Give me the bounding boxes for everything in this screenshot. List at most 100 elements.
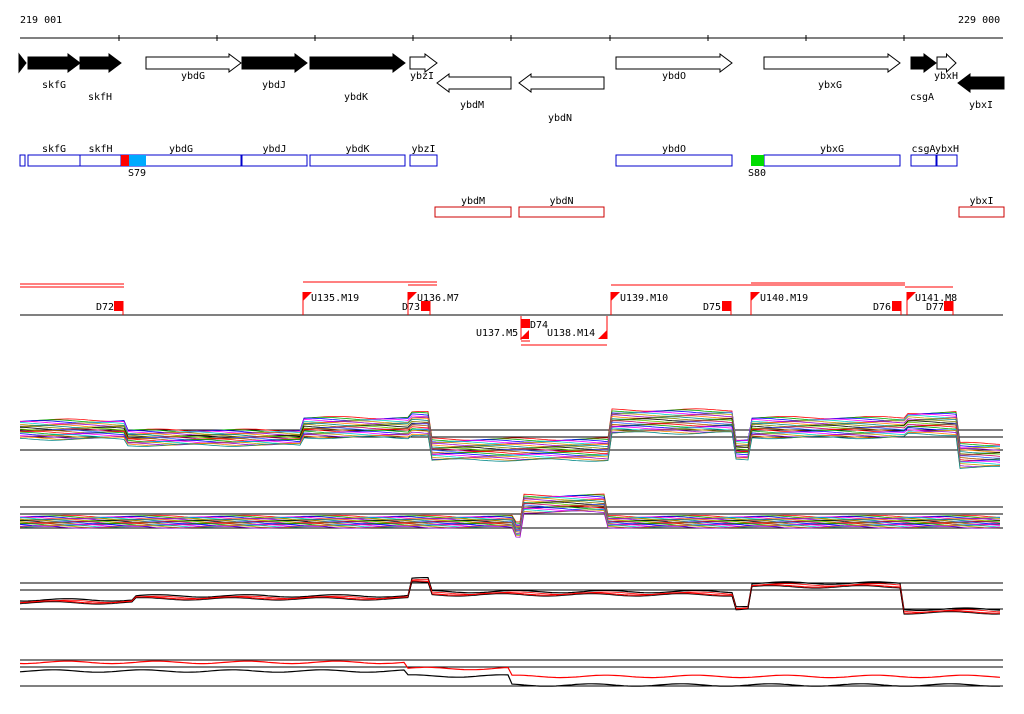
expression-panel-4 [19, 659, 1003, 687]
gene-arrow-label: ybdG [181, 71, 205, 82]
feature-label: D72 [96, 302, 114, 313]
gene-arrow-label: skfG [42, 80, 66, 91]
profile-trace [19, 669, 1001, 687]
plus-box-label: ybdO [662, 144, 686, 155]
gene-arrow-partial [18, 52, 27, 74]
gene-arrow-skfH [79, 53, 122, 73]
feature-box-D74 [521, 319, 530, 328]
plus-box-partial [19, 154, 26, 167]
plus-box-skfG [27, 154, 81, 167]
plus-box-label: ybzI [411, 144, 435, 155]
gene-arrow-ybxH [936, 52, 957, 74]
plus-box-ybdK [309, 154, 406, 167]
plus-box-label: skfH [88, 144, 112, 155]
profile-trace [20, 579, 1001, 613]
ruler-end-label: 229 000 [958, 15, 1000, 26]
feature-box-D76 [892, 301, 901, 311]
profile-trace [19, 577, 1001, 611]
profile-trace [19, 431, 1001, 469]
feature-label: D74 [530, 320, 548, 331]
plus-box-label: ybxH [935, 144, 959, 155]
gene-arrow-ybdN [518, 73, 605, 93]
ruler-ticks [118, 35, 905, 41]
gene-arrow-ybxI [957, 73, 1005, 93]
feature-label: U140.M19 [760, 293, 808, 304]
feature-flag-U139.M10 [611, 292, 620, 301]
gene-arrow-label: ybdJ [262, 80, 286, 91]
profile-trace [20, 508, 1001, 535]
marker-red-block [121, 155, 129, 166]
gene-arrow-ybdM [436, 73, 512, 93]
gene-arrow-label: ybxH [934, 71, 958, 82]
expression-panel-2 [19, 493, 1003, 538]
plus-box-label: ybdJ [262, 144, 286, 155]
feature-label: U136.M7 [417, 293, 459, 304]
feature-label: U138.M14 [547, 328, 595, 339]
gene-arrow-ybxG [763, 53, 901, 73]
expression-panel-1 [19, 408, 1003, 469]
coordinate-ruler: 219 001 229 000 [20, 15, 1003, 41]
gene-arrow-label: skfH [88, 92, 112, 103]
feature-flag-U138.M14 [598, 330, 607, 339]
feature-label: D75 [703, 302, 721, 313]
gene-arrow-skfG [27, 53, 81, 73]
profile-trace [19, 581, 1001, 615]
plus-box-label: ybdK [345, 144, 369, 155]
profile-trace [20, 493, 1001, 523]
feature-label: U135.M19 [311, 293, 359, 304]
feature-flag-U140.M19 [751, 292, 760, 301]
plus-box-label: csgA [911, 144, 935, 155]
plus-box-ybxG [763, 154, 901, 167]
feature-label: U139.M10 [620, 293, 668, 304]
feature-flag-U141.M8 [907, 292, 916, 301]
plus-box-label: skfG [42, 144, 66, 155]
plus-box-label: ybxG [820, 144, 844, 155]
expression-panel-3 [19, 577, 1003, 615]
gene-arrow-label: ybdN [548, 113, 572, 124]
feature-label: U137.M5 [476, 328, 518, 339]
profile-trace [19, 510, 1001, 538]
gene-arrow-ybzI [409, 53, 438, 73]
feature-label: D77 [926, 302, 944, 313]
feature-flag-U137.M5 [520, 330, 529, 339]
feature-label: U141.M8 [915, 293, 957, 304]
plus-box-ybdO [615, 154, 733, 167]
gene-arrow-label: ybdK [344, 92, 368, 103]
plus-strand-track: skfG skfH ybdG ybdJ ybdK ybzI ybdO ybxG csgA ybxH… [19, 144, 959, 179]
plus-box-ybxH [936, 154, 958, 167]
marker-label: S79 [128, 168, 146, 179]
gene-arrow-label: ybdM [460, 100, 484, 111]
gene-arrow-label: ybxI [969, 100, 993, 111]
ruler-start-label: 219 001 [20, 15, 62, 26]
minus-box-ybdN [518, 206, 605, 218]
plus-box-csgA [910, 154, 937, 167]
gene-arrow-label: ybzI [410, 71, 434, 82]
gene-arrow-ybdK [309, 53, 406, 73]
minus-box-ybdM [434, 206, 512, 218]
feature-flag-U136.M7 [408, 292, 417, 301]
feature-box-D77 [944, 301, 953, 311]
marker-label: S80 [748, 168, 766, 179]
minus-box-label: ybxI [969, 196, 993, 207]
profile-trace [19, 429, 1001, 468]
feature-label: D73 [402, 302, 420, 313]
plus-box-label: ybdG [169, 144, 193, 155]
minus-box-label: ybdN [549, 196, 573, 207]
minus-box-ybxI [958, 206, 1005, 218]
feature-label: D76 [873, 302, 891, 313]
plus-box-ybdJ [241, 154, 308, 167]
marker-green-block [751, 155, 764, 166]
minus-box-label: ybdM [461, 196, 485, 207]
gene-arrow-label: ybdO [662, 71, 686, 82]
gene-arrow-csgA [910, 53, 937, 73]
gene-arrow-ybdJ [241, 53, 308, 73]
feature-flag-U135.M19 [303, 292, 312, 301]
minus-strand-track: ybdM ybdN ybxI [434, 196, 1005, 218]
plus-box-ybzI [409, 154, 438, 167]
profile-trace [19, 660, 1001, 679]
marker-blue-block [129, 155, 146, 166]
gene-arrow-label: csgA [910, 92, 934, 103]
feature-box-D72 [114, 301, 123, 311]
